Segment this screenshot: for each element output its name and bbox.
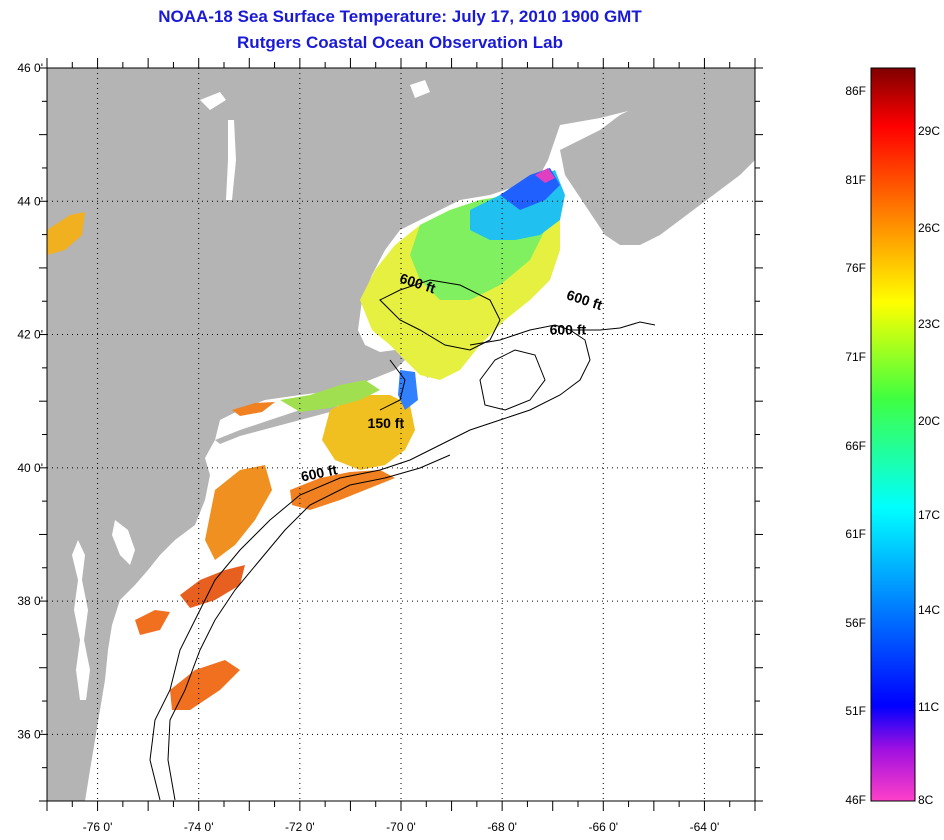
sst-offshore-2 [135,610,170,635]
colorbar-celsius-label: 23C [918,317,940,331]
lat-tick-label: 36 0' [17,727,43,741]
lat-tick-label: 38 0' [17,594,43,608]
mainland-land [47,68,755,801]
lon-tick-label: -64 0' [690,820,720,834]
colorbar-fahrenheit-label: 46F [845,793,866,807]
colorbar-celsius-label: 17C [918,508,940,522]
lon-tick-label: -70 0' [386,820,416,834]
colorbar-fahrenheit-label: 51F [845,704,866,718]
colorbar-fahrenheit-label: 56F [845,616,866,630]
sst-lake-ontario [47,212,85,255]
colorbar-fahrenheit-label: 81F [845,173,866,187]
sst-georges-bank [322,395,415,470]
lat-tick-label: 44 0' [17,194,43,208]
colorbar-fahrenheit-label: 61F [845,527,866,541]
nova-scotia-land [560,80,755,245]
lon-tick-label: -72 0' [285,820,315,834]
map-subtitle: Rutgers Coastal Ocean Observation Lab [237,33,563,52]
chesapeake-bay [72,540,90,700]
colorbar [870,67,916,802]
lat-tick-label: 40 0' [17,461,43,475]
colorbar-celsius-label: 20C [918,414,940,428]
sst-offshore-1 [170,660,240,710]
colorbar-fahrenheit-label: 71F [845,350,866,364]
colorbar-celsius-label: 11C [918,700,939,714]
inland-lake [410,80,430,98]
lon-tick-label: -68 0' [487,820,517,834]
sst-mid-atlantic-2 [180,565,245,608]
colorbar-celsius-label: 14C [918,603,940,617]
lat-tick-label: 46 0' [17,61,43,75]
sst-nantucket-cold [398,370,418,410]
sst-shelf-orange [290,470,395,510]
sst-southern-new-england [280,380,380,412]
delaware-bay [112,520,135,565]
sst-long-island-sound [232,402,275,416]
colorbar-celsius-label: 8C [918,793,934,807]
depth-contour-label: 600 ft [299,461,338,484]
lon-tick-label: -76 0' [83,820,113,834]
map-axes: -76 0' -74 0' -72 0' -70 0' -68 0' -66 0' -64 … [17,58,763,834]
colorbar-labels: 86F 81F 76F 71F 66F 61F 56F 51F 46F 29C 26C 23C 20C 1… [845,84,940,807]
lon-tick-label: -66 0' [588,820,618,834]
colorbar-celsius-label: 26C [918,221,940,235]
depth-contour-label: 600 ft [550,322,587,338]
inland-lake [200,92,226,110]
sst-fundy-magenta [535,168,555,183]
depth-contours [149,279,656,801]
lake-champlain [226,120,236,200]
sst-mid-atlantic-1 [205,465,272,560]
colorbar-fahrenheit-label: 66F [845,439,866,453]
lon-tick-label: -74 0' [184,820,214,834]
long-island-land [215,400,345,444]
map-title: NOAA-18 Sea Surface Temperature: July 17… [158,7,642,26]
colorbar-celsius-label: 29C [918,124,940,138]
colorbar-fahrenheit-label: 76F [845,261,866,275]
colorbar-fahrenheit-label: 86F [845,84,866,98]
depth-contour-label: 150 ft [368,415,405,431]
lat-tick-label: 42 0' [17,328,43,342]
